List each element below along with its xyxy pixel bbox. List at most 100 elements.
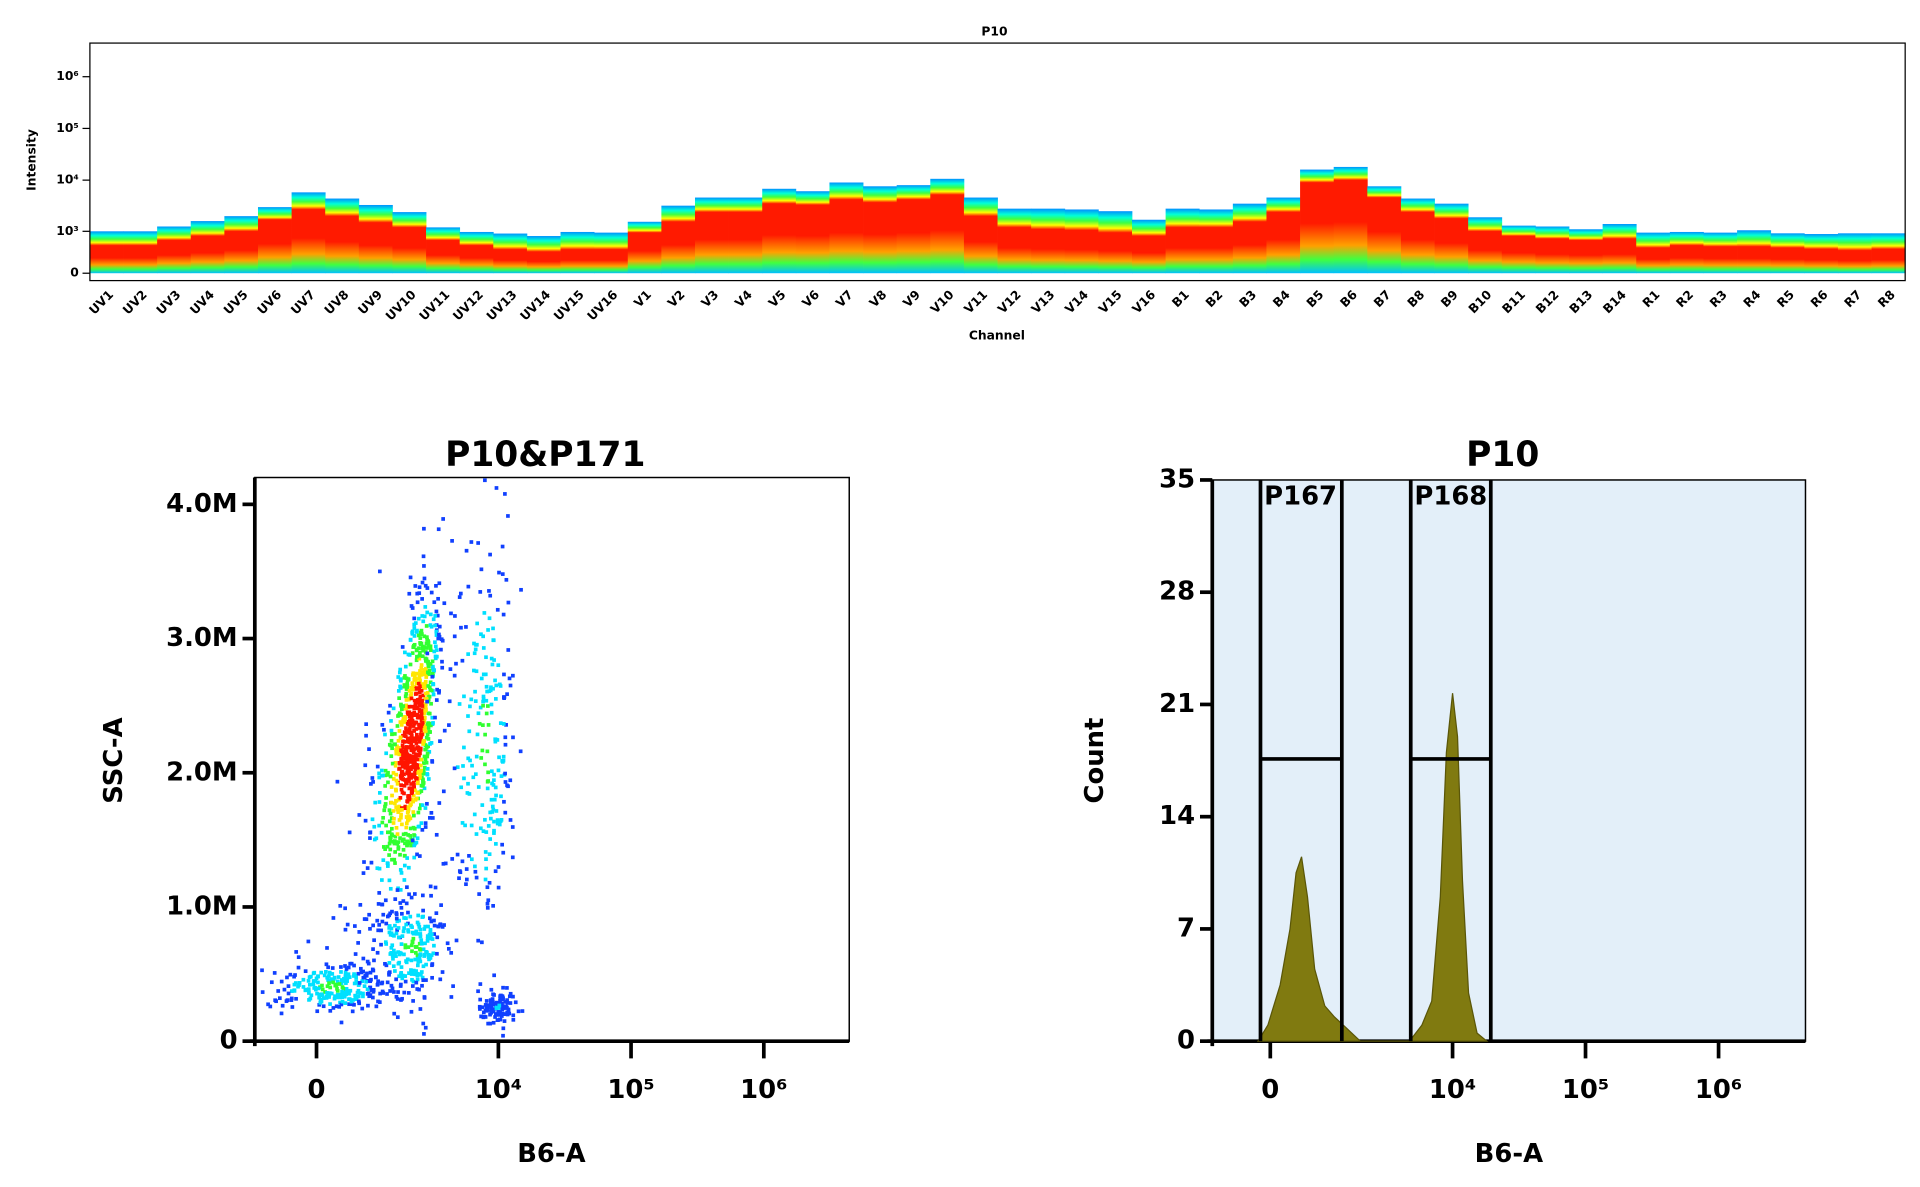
event-dot [403,748,408,752]
x-tick-label: V5 [766,288,789,311]
event-dot [366,961,371,966]
event-dot [418,927,423,932]
x-tick-label: V12 [995,288,1024,317]
event-dot [457,595,462,599]
x-tick-label: UV16 [585,288,621,324]
event-dot [486,779,490,783]
intensity-band [157,226,192,274]
x-tick-label: UV8 [322,288,352,318]
event-dot [379,928,383,933]
event-dot [497,570,501,575]
x-tick-label: V11 [962,288,991,317]
event-dot [408,914,413,919]
event-dot [391,809,396,813]
event-dot [411,799,415,804]
event-dot [429,810,434,815]
event-dot [492,993,496,997]
event-dot [394,788,398,793]
event-dot [412,783,416,787]
event-dot [422,786,427,791]
event-dot [492,772,496,777]
event-dot [493,697,498,701]
event-dot [375,950,380,955]
event-dot [411,761,416,766]
event-dot [412,728,416,733]
intensity-band [1165,208,1200,274]
event-dot [394,798,399,803]
event-dot [464,548,469,553]
event-dot [475,642,479,647]
event-dot [402,916,406,920]
x-tick-label: V15 [1096,288,1125,317]
event-dot [354,975,359,980]
event-dot [404,922,409,927]
event-dot [289,989,294,993]
event-dot [428,648,433,653]
event-dot [358,902,363,907]
event-dot [401,762,405,767]
x-tick-label: 10⁶ [1695,1075,1742,1105]
event-dot [396,935,401,940]
event-dot [473,864,477,869]
event-dot [481,672,486,677]
event-dot [406,833,411,837]
event-dot [388,811,393,816]
event-dot [410,838,415,843]
event-dot [388,886,393,891]
event-dot [414,671,419,676]
event-dot [412,747,417,751]
event-dot [407,892,411,897]
x-tick-label: B4 [1270,288,1293,311]
event-dot [416,963,420,968]
event-dot [425,939,430,943]
event-dot [408,662,413,667]
event-dot [417,854,422,858]
x-tick-label: V14 [1062,288,1091,317]
event-dot [405,764,410,769]
event-dot [427,935,432,940]
event-dot [390,943,395,948]
event-dot [345,976,350,981]
event-dot [479,1014,483,1019]
event-dot [466,781,470,786]
event-dot [427,711,432,716]
event-dot [413,705,417,710]
event-dot [491,903,495,908]
event-dot [407,770,411,774]
event-dot [376,979,380,984]
event-dot [381,858,386,862]
event-dot [460,859,465,864]
event-dot [397,729,402,733]
event-dot [462,776,466,781]
event-dot [328,985,333,990]
event-dot [324,994,329,999]
event-dot [402,772,406,777]
event-dot [404,698,409,702]
event-dot [375,866,380,871]
intensity-band [1232,203,1267,274]
event-dot [389,926,394,931]
event-dot [419,970,424,974]
event-dot [418,641,422,645]
event-dot [393,761,398,765]
event-dot [438,977,443,982]
event-dot [476,785,481,789]
y-tick-label: 0 [70,266,79,280]
event-dot [434,633,439,637]
event-dot [422,564,426,568]
events [260,478,525,1038]
event-dot [501,1033,505,1038]
x-axis-label: Channel [969,328,1025,342]
event-dot [430,975,434,980]
event-dot [500,997,505,1002]
event-dot [364,722,369,726]
event-dot [380,820,385,825]
event-dot [484,1006,489,1010]
event-dot [390,761,395,766]
event-dot [489,710,494,715]
event-dot [407,714,412,719]
event-dot [418,636,423,640]
x-tick-label: UV11 [417,288,453,324]
event-dot [401,847,406,852]
